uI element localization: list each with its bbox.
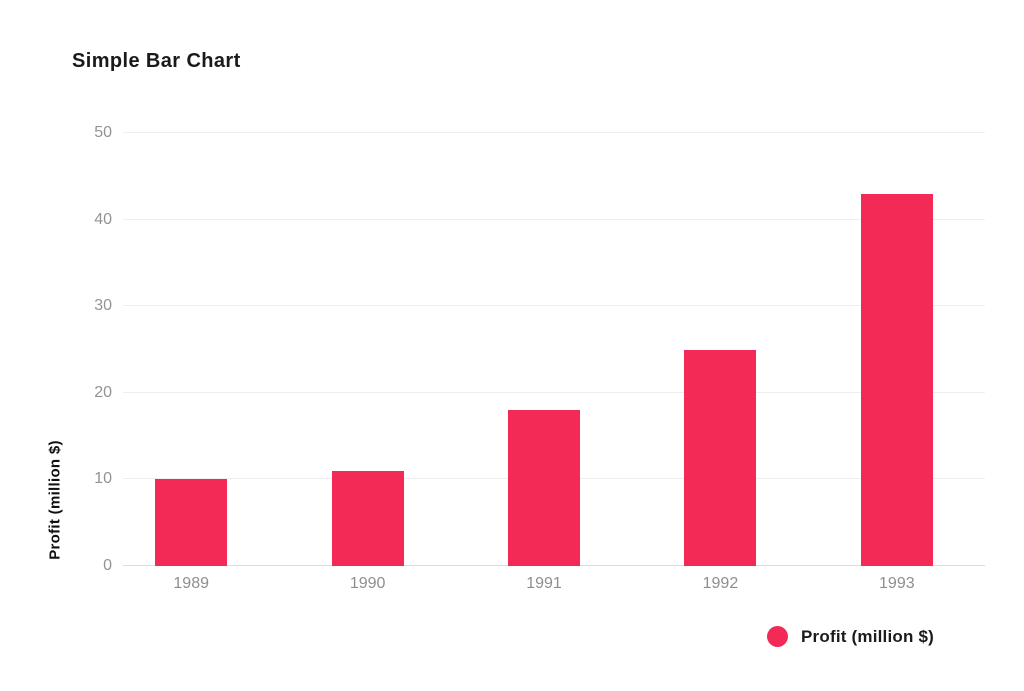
x-tick-label-1991: 1991 (526, 575, 562, 592)
y-axis-title: Profit (million $) (46, 440, 64, 560)
bar-column-1991: 1991 (456, 133, 632, 592)
bar-column-1990: 1990 (279, 133, 455, 592)
bar-column-1989: 1989 (103, 133, 279, 592)
y-tick-label-0: 0 (103, 557, 112, 574)
plot-area: 0 10 20 30 40 50 1989 1990 1991 1992 1993 (94, 125, 985, 592)
bar-1991[interactable] (508, 410, 581, 566)
bar-1989[interactable] (155, 479, 228, 566)
legend-marker-icon (767, 626, 789, 647)
y-tick-label-50: 50 (94, 124, 112, 141)
gridline-y-50 (123, 132, 985, 133)
gridline-y-30 (123, 305, 985, 307)
x-tick-label-1993: 1993 (879, 575, 915, 592)
bar-1992[interactable] (684, 349, 757, 566)
bar-column-1993: 1993 (809, 133, 985, 592)
x-tick-label-1989: 1989 (173, 575, 209, 592)
bar-1993[interactable] (860, 193, 933, 566)
x-tick-label-1992: 1992 (702, 575, 739, 592)
bar-column-1992: 1992 (632, 133, 808, 592)
bar-1990[interactable] (331, 470, 404, 566)
legend-label: Profit (million $) (801, 626, 934, 646)
gridline-y-20 (123, 391, 985, 393)
y-tick-label-10: 10 (94, 470, 112, 488)
legend-item-profit[interactable]: Profit (million $) (767, 626, 934, 647)
y-tick-label-40: 40 (94, 210, 112, 228)
x-tick-label-1990: 1990 (349, 575, 386, 592)
bar-columns: 1989 1990 1991 1992 1993 (103, 133, 985, 592)
y-tick-label-20: 20 (94, 383, 112, 401)
y-tick-label-30: 30 (94, 297, 112, 315)
gridline-y-40 (123, 218, 985, 220)
chart-title: Simple Bar Chart (72, 50, 241, 72)
